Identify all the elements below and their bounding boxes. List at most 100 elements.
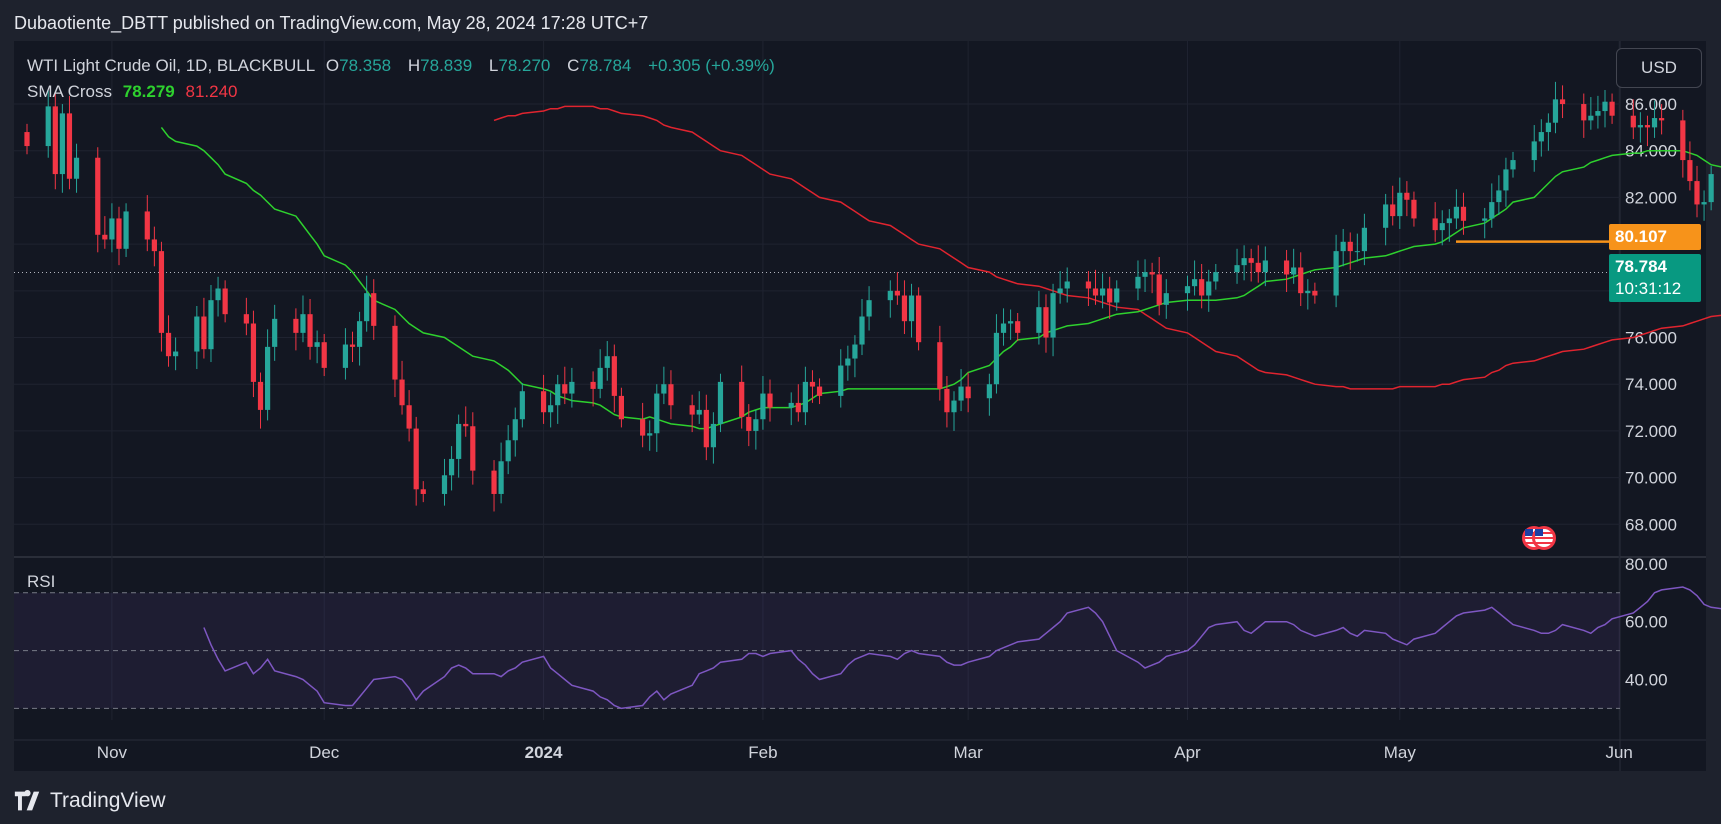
candle-body bbox=[569, 381, 575, 394]
sma-label: SMA Cross bbox=[27, 82, 113, 101]
candle-body bbox=[243, 314, 249, 324]
candle-body bbox=[151, 239, 157, 252]
chart-legend: WTI Light Crude Oil, 1D, BLACKBULL O78.3… bbox=[27, 53, 781, 105]
candle-body bbox=[95, 157, 101, 235]
candle-body bbox=[1191, 279, 1198, 287]
candle-body bbox=[165, 332, 172, 357]
tradingview-logo-icon bbox=[14, 790, 40, 811]
price-tick-label: 68.000 bbox=[1625, 515, 1677, 534]
footer-brand-label: TradingView bbox=[50, 789, 166, 812]
candle-body bbox=[597, 367, 603, 389]
candle-body bbox=[349, 344, 356, 347]
candle-body bbox=[1007, 321, 1014, 324]
candle-body bbox=[1503, 169, 1509, 191]
candle-body bbox=[201, 316, 207, 350]
rsi-line bbox=[203, 586, 1721, 710]
rsi-title: RSI bbox=[27, 572, 56, 591]
price-tick-label: 70.000 bbox=[1625, 469, 1677, 488]
us-flag-stripe bbox=[1535, 537, 1553, 539]
candle-body bbox=[908, 295, 915, 322]
footer-brand[interactable]: TradingView bbox=[14, 786, 166, 816]
candle-body bbox=[1255, 262, 1261, 273]
candle-body bbox=[257, 381, 264, 410]
candle-body bbox=[463, 423, 469, 427]
candle-body bbox=[802, 381, 808, 413]
candle-body bbox=[703, 409, 709, 448]
sma-fast-line bbox=[160, 126, 1721, 430]
candle-body bbox=[1651, 118, 1658, 128]
candle-body bbox=[1015, 321, 1021, 333]
candle-body bbox=[1383, 204, 1389, 228]
candle-body bbox=[753, 419, 759, 431]
rsi-tick-label: 80.00 bbox=[1625, 555, 1668, 574]
bar-countdown: 10:31:12 bbox=[1615, 279, 1682, 298]
candle-body bbox=[24, 132, 30, 147]
sma-legend-row: SMA Cross 78.279 81.240 bbox=[27, 79, 781, 105]
candle-body bbox=[1637, 125, 1643, 128]
candle-body bbox=[901, 295, 908, 322]
candle-body bbox=[1050, 293, 1056, 338]
candle-body bbox=[795, 402, 801, 413]
candle-body bbox=[512, 419, 518, 441]
candle-body bbox=[1446, 218, 1452, 224]
candle-body bbox=[420, 489, 426, 494]
chart-frame[interactable] bbox=[14, 41, 1706, 771]
candle-body bbox=[1213, 272, 1219, 282]
candle-body bbox=[144, 211, 150, 240]
candle-body bbox=[951, 400, 957, 413]
time-tick-label: 2024 bbox=[525, 743, 563, 762]
candle-body bbox=[894, 290, 900, 296]
candle-body bbox=[1305, 290, 1311, 294]
candle-body bbox=[838, 365, 844, 396]
candle-body bbox=[562, 384, 568, 394]
candle-body bbox=[406, 405, 412, 429]
candle-body bbox=[1694, 181, 1700, 205]
candle-body bbox=[937, 342, 943, 389]
candle-body bbox=[852, 344, 858, 359]
candle-body bbox=[1397, 192, 1403, 217]
candle-body bbox=[1496, 190, 1502, 203]
candle-body bbox=[739, 381, 745, 417]
candle-body bbox=[321, 342, 327, 368]
price-tick-label: 74.000 bbox=[1625, 375, 1677, 394]
candle-body bbox=[1687, 160, 1693, 182]
candle-body bbox=[1142, 272, 1148, 277]
candle-body bbox=[640, 419, 646, 436]
candle-body bbox=[1602, 101, 1608, 112]
candle-body bbox=[1361, 227, 1368, 252]
candle-body bbox=[1404, 192, 1410, 200]
candle-body bbox=[540, 391, 547, 413]
candle-body bbox=[1184, 286, 1191, 294]
candle-body bbox=[1354, 251, 1360, 253]
high-label: H bbox=[407, 56, 421, 75]
candle-body bbox=[1036, 307, 1042, 333]
candle-body bbox=[944, 388, 950, 413]
candle-body bbox=[1708, 174, 1714, 203]
price-tick-label: 72.000 bbox=[1625, 422, 1677, 441]
candle-body bbox=[45, 106, 51, 147]
candle-body bbox=[1588, 115, 1594, 121]
change-value: +0.305 (+0.39%) bbox=[648, 56, 775, 75]
candle-body bbox=[314, 342, 320, 347]
low-value: 78.270 bbox=[498, 56, 551, 75]
rsi-tick-label: 40.00 bbox=[1625, 671, 1668, 690]
candle-body bbox=[413, 428, 419, 490]
candle-body bbox=[1609, 101, 1615, 116]
candle-body bbox=[1234, 265, 1240, 273]
candle-body bbox=[371, 293, 377, 326]
candle-body bbox=[300, 314, 306, 333]
candle-body bbox=[109, 218, 115, 240]
candle-body bbox=[1135, 276, 1141, 289]
candle-body bbox=[788, 402, 794, 408]
candle-body bbox=[993, 332, 1000, 385]
candle-body bbox=[1114, 288, 1120, 303]
us-flag-stripe bbox=[1535, 542, 1553, 544]
open-group: O78.358 bbox=[326, 56, 397, 75]
candle-body bbox=[1149, 272, 1155, 275]
candle-body bbox=[215, 288, 221, 301]
candle-body bbox=[816, 386, 823, 396]
candle-body bbox=[1595, 111, 1601, 116]
currency-button[interactable]: USD bbox=[1616, 48, 1702, 88]
candle-body bbox=[845, 358, 851, 366]
